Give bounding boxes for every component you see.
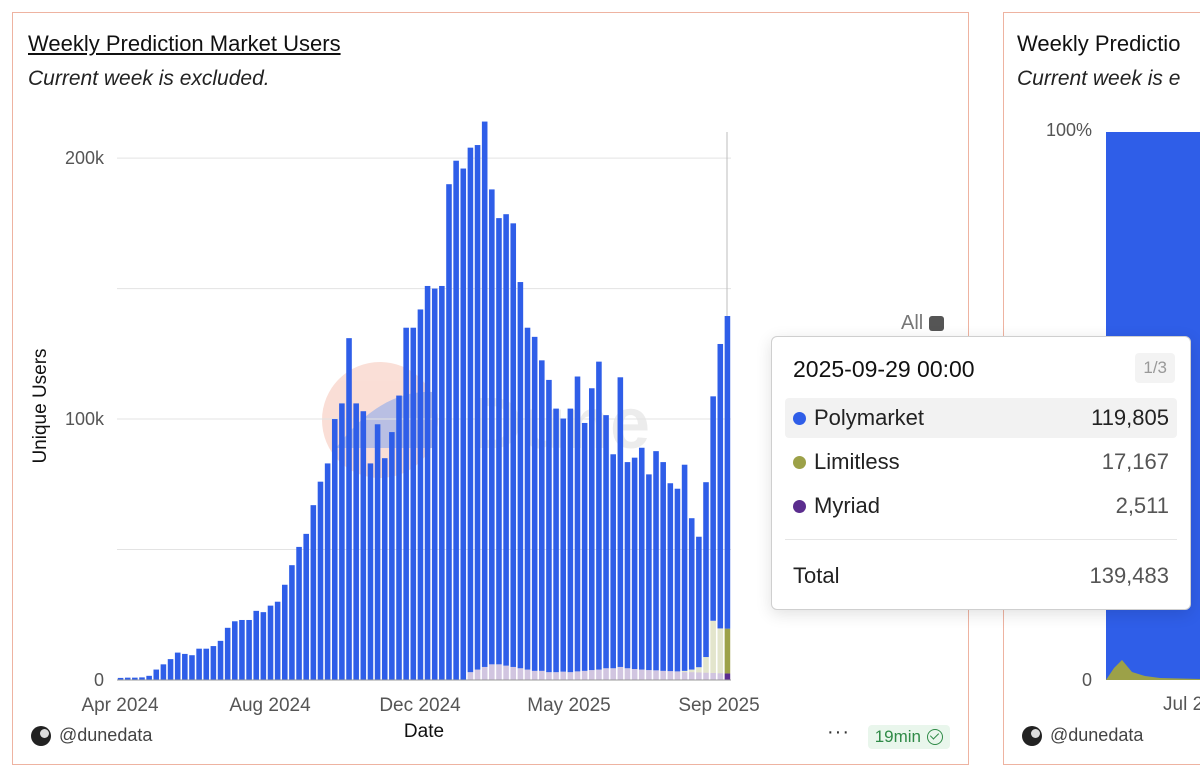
tooltip-value: 2,511 <box>1115 493 1169 518</box>
author-handle-2[interactable]: @dunedata <box>1050 725 1144 745</box>
avatar-2 <box>1022 725 1042 746</box>
tooltip-total-row: Total 139,483 <box>793 563 1169 589</box>
refresh-time: 19min <box>874 727 921 746</box>
tooltip-row-polymarket: Polymarket 119,805 <box>785 398 1177 438</box>
avatar <box>31 725 51 746</box>
tooltip-divider <box>785 539 1177 540</box>
author-handle[interactable]: @dunedata <box>59 725 153 745</box>
chart-title-2[interactable]: Weekly Predictio <box>1017 31 1181 56</box>
tooltip-total-value: 139,483 <box>1089 563 1169 588</box>
tooltip-label: Polymarket <box>814 405 925 430</box>
tooltip-total-label: Total <box>793 563 840 588</box>
legend-toggle-all[interactable]: All <box>901 312 945 335</box>
tooltip-value: 17,167 <box>1101 449 1169 474</box>
tooltip-page-indicator[interactable]: 1/3 <box>1135 353 1175 383</box>
chart-subtitle: Current week is excluded. <box>28 67 270 90</box>
legend-square-icon <box>929 316 945 331</box>
refresh-badge[interactable]: 19min <box>867 725 950 749</box>
tooltip-row-limitless: Limitless 17,167 <box>785 442 1177 482</box>
author-footer[interactable]: @dunedata <box>31 725 152 746</box>
check-circle-icon <box>927 729 943 745</box>
tooltip-row-myriad: Myriad 2,511 <box>785 486 1177 526</box>
chart-title[interactable]: Weekly Prediction Market Users <box>28 31 341 56</box>
tooltip-date: 2025-09-29 00:00 <box>793 356 975 382</box>
more-options-icon[interactable]: ··· <box>827 721 850 743</box>
polymarket-dot-icon <box>793 411 806 425</box>
author-footer-2[interactable]: @dunedata <box>1022 725 1143 746</box>
hover-tooltip: 2025-09-29 00:00 1/3 Polymarket 119,805 … <box>771 336 1191 610</box>
tooltip-label: Myriad <box>814 493 881 518</box>
tooltip-label: Limitless <box>814 449 900 474</box>
myriad-dot-icon <box>793 499 806 513</box>
tooltip-value: 119,805 <box>1091 405 1169 430</box>
chart-subtitle-2: Current week is e <box>1017 67 1181 90</box>
legend-all-label: All <box>901 312 924 334</box>
limitless-dot-icon <box>793 455 806 469</box>
